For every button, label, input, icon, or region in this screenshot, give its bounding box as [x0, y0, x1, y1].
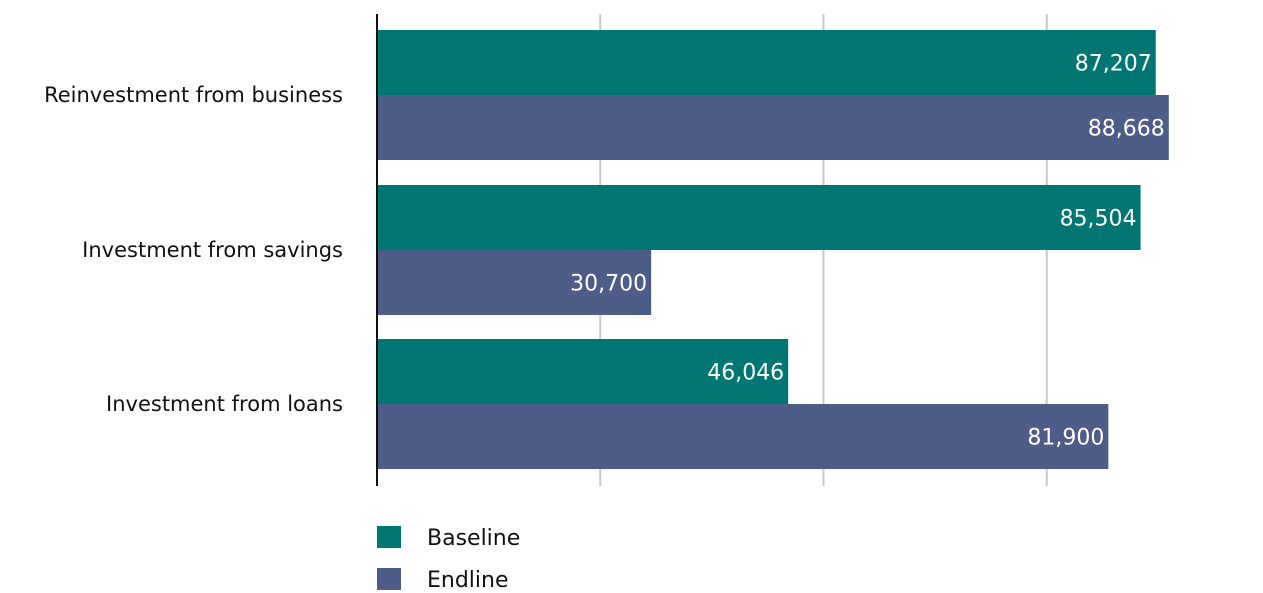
legend-label: Endline [427, 568, 509, 593]
bar-value-label: 81,900 [1027, 426, 1104, 451]
bar [377, 185, 1141, 250]
legend-label: Baseline [427, 526, 520, 551]
legend-swatch [377, 568, 401, 590]
bar [377, 95, 1169, 160]
bar-value-label: 88,668 [1088, 117, 1165, 142]
legend-swatch [377, 526, 401, 548]
bar [377, 404, 1109, 469]
bar-value-label: 46,046 [707, 361, 784, 386]
bar [377, 250, 652, 315]
bar-value-label: 87,207 [1075, 52, 1152, 77]
category-label: Investment from loans [106, 392, 343, 416]
category-label: Investment from savings [82, 238, 343, 262]
bar [377, 30, 1156, 95]
bar-value-label: 30,700 [570, 272, 647, 297]
bar [377, 339, 789, 404]
category-label: Reinvestment from business [44, 83, 343, 107]
bar-value-label: 85,504 [1060, 207, 1137, 232]
